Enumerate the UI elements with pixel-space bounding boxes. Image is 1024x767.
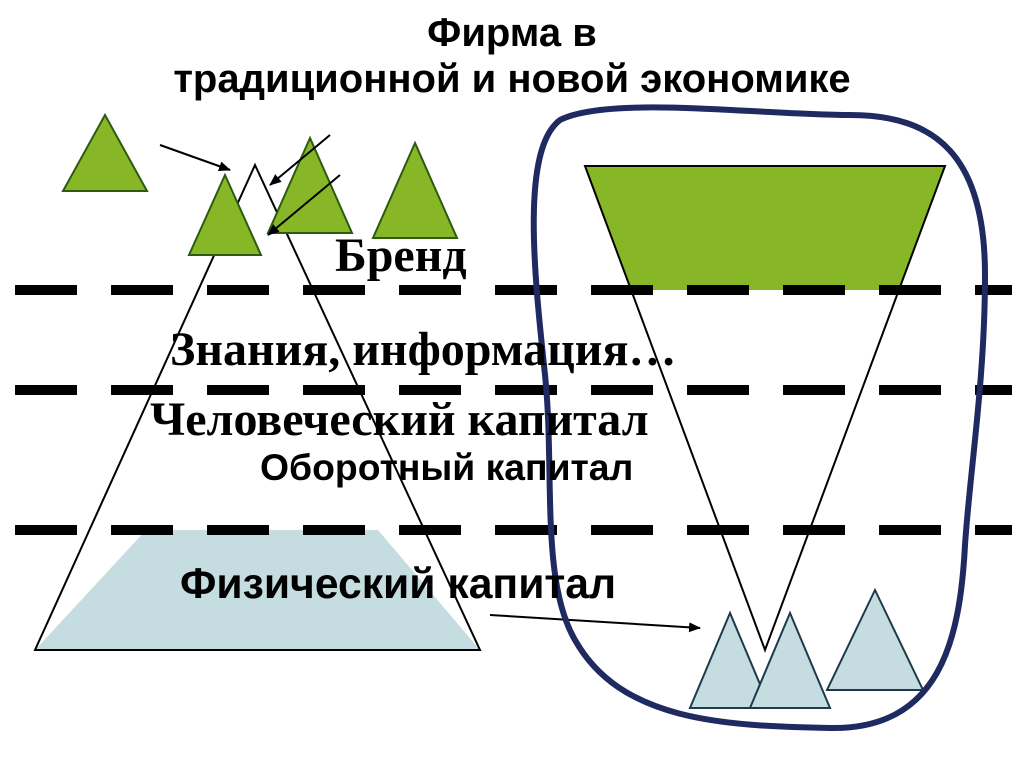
green-triangle-icon: [373, 143, 457, 238]
label-physical-capital: Физический капитал: [180, 560, 616, 609]
blue-triangle-icon: [827, 590, 923, 690]
label-knowledge: Знания, информация…: [170, 322, 676, 377]
right-triangle-top-fill: [585, 166, 945, 290]
page-title: Фирма в традиционной и новой экономике: [0, 10, 1024, 102]
small-blue-triangles: [690, 590, 923, 708]
diagram-canvas: Фирма в традиционной и новой экономике Б…: [0, 0, 1024, 767]
green-triangle-icon: [63, 115, 147, 191]
arrow-icon: [160, 145, 230, 170]
label-human-capital: Человеческий капитал: [150, 392, 649, 447]
label-working-capital: Оборотный капитал: [260, 446, 633, 489]
blue-triangle-icon: [750, 613, 830, 708]
label-brand: Бренд: [335, 228, 467, 283]
green-triangle-icon: [189, 175, 261, 255]
diagram-svg: [0, 0, 1024, 767]
arrow-icon: [490, 615, 700, 628]
